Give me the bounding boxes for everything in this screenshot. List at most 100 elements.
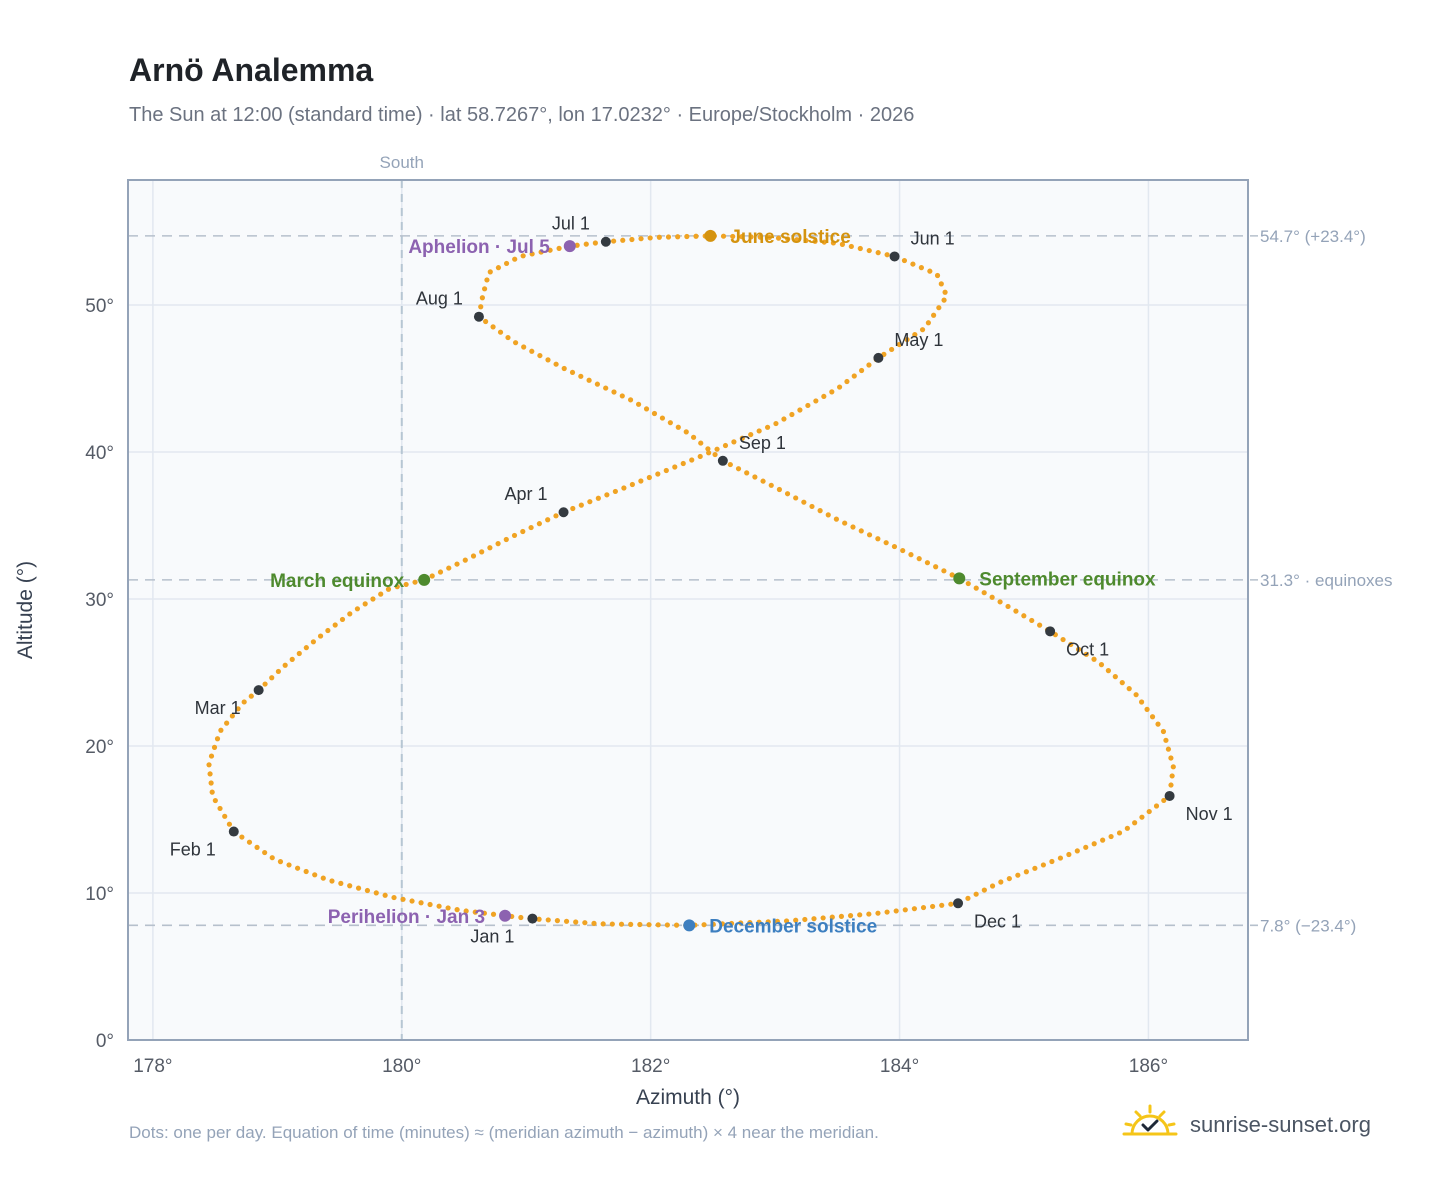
daily-dot xyxy=(483,318,489,325)
daily-dot xyxy=(412,579,418,585)
daily-dot xyxy=(1015,872,1021,878)
daily-dot xyxy=(847,913,854,919)
daily-dot xyxy=(794,237,800,243)
event-label: Perihelion · Jan 3 xyxy=(328,907,485,928)
daily-dot xyxy=(784,491,791,497)
event-marker xyxy=(683,919,696,932)
daily-dot xyxy=(858,528,864,534)
chart-title: Arnö Analemma xyxy=(129,52,374,88)
daily-dot xyxy=(680,460,686,467)
daily-dot xyxy=(574,242,580,248)
daily-dot xyxy=(930,903,936,910)
daily-dot xyxy=(646,474,652,481)
daily-dot xyxy=(554,918,561,924)
daily-dot xyxy=(490,324,496,330)
daily-dot xyxy=(884,909,890,915)
x-tick-label: 182° xyxy=(631,1056,670,1077)
daily-dot xyxy=(1105,668,1111,674)
daily-dot xyxy=(934,272,941,279)
daily-dot xyxy=(998,879,1004,885)
daily-dot xyxy=(829,914,835,920)
daily-dot xyxy=(505,334,511,341)
daily-dot xyxy=(1006,875,1012,882)
event-label: September equinox xyxy=(979,569,1156,590)
daily-dot xyxy=(320,875,326,881)
daily-dot xyxy=(904,336,910,343)
daily-dot xyxy=(989,883,996,889)
month-marker xyxy=(253,685,264,696)
daily-dot xyxy=(1083,844,1089,850)
daily-dot xyxy=(793,917,799,923)
daily-dot xyxy=(775,235,782,241)
daily-dot xyxy=(973,585,979,591)
daily-dot xyxy=(706,450,712,456)
daily-dot xyxy=(1119,680,1125,686)
south-label: South xyxy=(380,153,424,172)
x-tick-label: 184° xyxy=(880,1056,919,1077)
daily-dot xyxy=(1160,728,1167,735)
y-tick-label: 10° xyxy=(85,884,114,905)
daily-dot xyxy=(269,675,275,681)
daily-dot xyxy=(1132,820,1138,826)
daily-dot xyxy=(229,713,235,719)
month-marker xyxy=(527,913,538,924)
daily-dot xyxy=(793,495,799,501)
daily-dot xyxy=(303,868,309,875)
daily-dot xyxy=(248,693,254,699)
daily-dot xyxy=(1083,651,1089,657)
daily-dot xyxy=(647,235,653,241)
daily-dot xyxy=(939,902,945,908)
daily-dot xyxy=(675,424,681,430)
brand-logo[interactable]: sunrise-sunset.org xyxy=(1122,1104,1392,1146)
daily-dot xyxy=(1112,674,1118,680)
daily-dot xyxy=(609,921,615,927)
daily-dot xyxy=(612,488,618,495)
daily-dot xyxy=(712,451,718,458)
month-label: Dec 1 xyxy=(974,911,1021,931)
daily-dot xyxy=(900,547,906,554)
daily-dot xyxy=(655,471,661,477)
daily-dot xyxy=(673,922,680,928)
daily-dot xyxy=(997,599,1003,605)
daily-dot xyxy=(495,541,501,547)
daily-dot xyxy=(303,645,309,651)
daily-dot xyxy=(570,505,576,512)
month-label: Sep 1 xyxy=(739,433,786,453)
daily-dot xyxy=(619,393,625,399)
daily-dot xyxy=(646,922,652,928)
daily-dot xyxy=(1005,603,1011,610)
daily-dot xyxy=(627,397,634,403)
daily-dot xyxy=(1023,869,1029,875)
daily-dot xyxy=(454,561,460,567)
daily-dot xyxy=(446,565,452,571)
daily-dot xyxy=(821,393,827,400)
daily-dot xyxy=(1049,858,1055,865)
daily-dot xyxy=(667,420,673,426)
month-marker xyxy=(473,311,484,322)
daily-dot xyxy=(756,919,762,925)
daily-dot xyxy=(545,917,551,923)
daily-dot xyxy=(698,440,704,446)
daily-dot xyxy=(731,439,737,445)
x-tick-label: 178° xyxy=(133,1056,172,1077)
daily-dot xyxy=(838,913,845,919)
daily-dot xyxy=(635,401,642,407)
daily-dot xyxy=(495,265,502,271)
daily-dot xyxy=(578,373,584,379)
month-label: May 1 xyxy=(894,330,943,350)
daily-dot xyxy=(538,249,544,255)
daily-dot xyxy=(910,261,916,267)
daily-dot xyxy=(801,499,807,505)
daily-dot xyxy=(222,813,228,819)
event-marker xyxy=(563,240,576,253)
daily-dot xyxy=(536,521,542,527)
daily-dot xyxy=(830,240,836,246)
daily-dot xyxy=(628,921,634,927)
daily-dot xyxy=(693,233,699,239)
daily-dot xyxy=(1133,692,1139,698)
daily-dot xyxy=(317,633,324,639)
daily-dot xyxy=(479,295,485,301)
daily-dot xyxy=(916,556,922,562)
daily-dot xyxy=(503,536,509,543)
y-tick-label: 40° xyxy=(85,443,114,464)
